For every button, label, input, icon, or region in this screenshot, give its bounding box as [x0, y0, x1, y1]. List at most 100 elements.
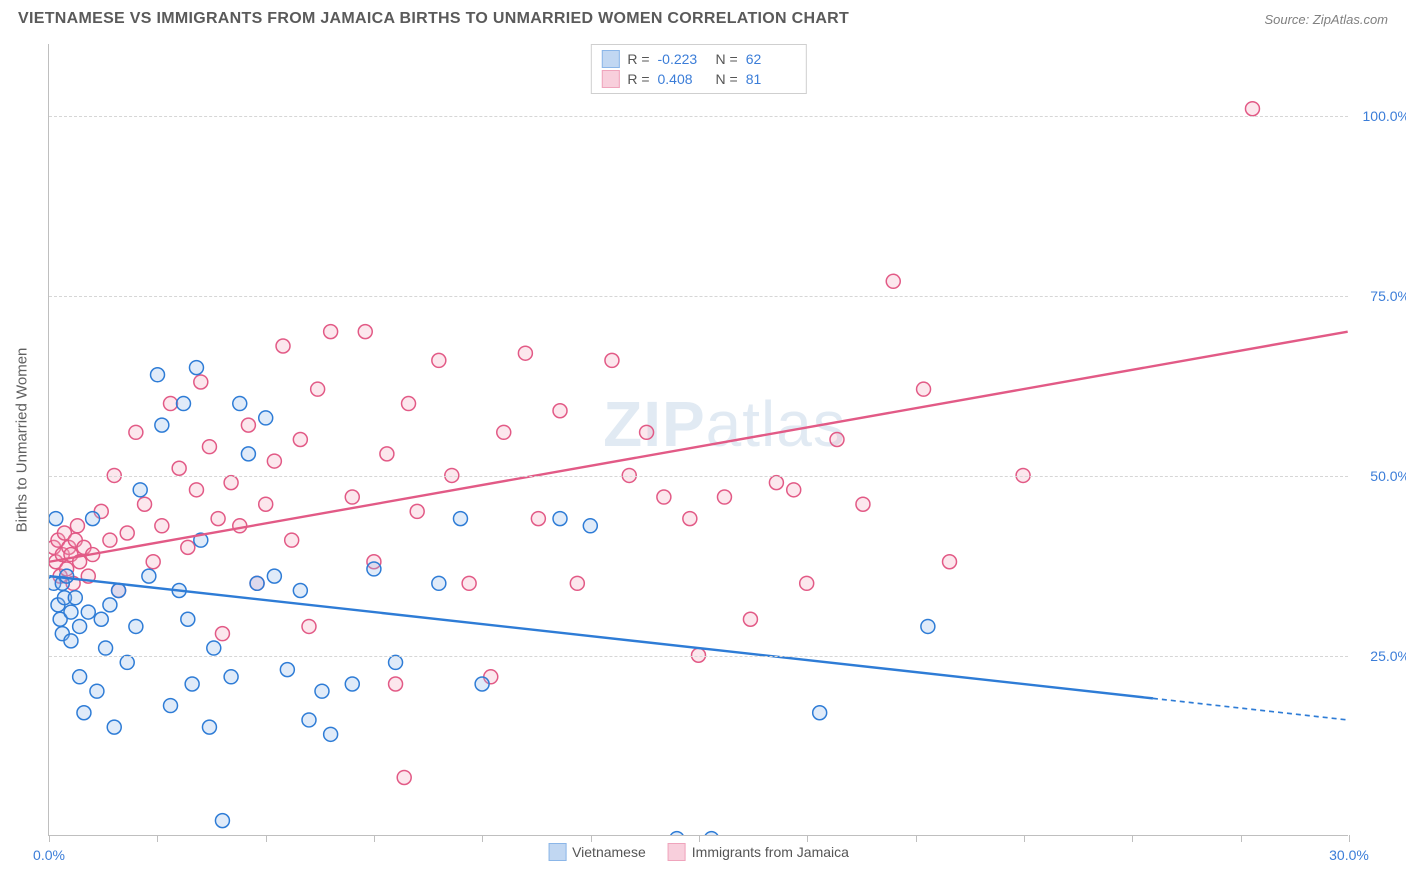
data-point	[484, 670, 498, 684]
data-point	[943, 555, 957, 569]
data-point	[90, 684, 104, 698]
data-point	[57, 526, 71, 540]
x-tick-label: 0.0%	[33, 847, 65, 863]
data-point	[640, 425, 654, 439]
gridline	[49, 476, 1348, 477]
data-point	[224, 476, 238, 490]
data-point	[259, 411, 273, 425]
data-point	[345, 677, 359, 691]
data-point	[70, 519, 84, 533]
legend-r-value: 0.408	[658, 71, 708, 87]
data-point	[176, 397, 190, 411]
data-point	[389, 655, 403, 669]
data-point	[367, 562, 381, 576]
data-point	[172, 584, 186, 598]
x-tick	[699, 835, 700, 842]
data-point	[324, 325, 338, 339]
data-point	[81, 605, 95, 619]
data-point	[769, 476, 783, 490]
data-point	[155, 519, 169, 533]
legend-swatch	[601, 70, 619, 88]
legend-correlation-row: R =-0.223N =62	[601, 49, 795, 69]
data-point	[73, 670, 87, 684]
data-point	[410, 504, 424, 518]
legend-n-value: 81	[746, 71, 796, 87]
data-point	[142, 569, 156, 583]
gridline	[49, 296, 1348, 297]
legend-correlation-row: R = 0.408 N = 81	[601, 69, 795, 89]
data-point	[345, 490, 359, 504]
data-point	[107, 720, 121, 734]
gridline	[49, 116, 1348, 117]
data-point	[57, 591, 71, 605]
data-point	[917, 382, 931, 396]
legend-r-label: R =	[627, 51, 649, 67]
data-point	[293, 584, 307, 598]
chart-container: VIETNAMESE VS IMMIGRANTS FROM JAMAICA BI…	[0, 0, 1406, 892]
data-point	[276, 339, 290, 353]
data-point	[475, 677, 489, 691]
data-point	[94, 612, 108, 626]
data-point	[553, 404, 567, 418]
data-point	[432, 353, 446, 367]
data-point	[1245, 102, 1259, 116]
legend-n-label: N =	[716, 71, 738, 87]
data-point	[293, 433, 307, 447]
data-point	[553, 512, 567, 526]
data-point	[315, 684, 329, 698]
data-point	[129, 425, 143, 439]
legend-n-value: 62	[746, 51, 796, 67]
data-point	[497, 425, 511, 439]
data-point	[49, 555, 63, 569]
source-label: Source: ZipAtlas.com	[1264, 12, 1388, 27]
data-point	[55, 576, 69, 590]
data-point	[856, 497, 870, 511]
data-point	[189, 483, 203, 497]
data-point	[64, 548, 78, 562]
data-point	[207, 641, 221, 655]
data-point	[194, 375, 208, 389]
data-point	[743, 612, 757, 626]
y-tick-label: 25.0%	[1370, 648, 1406, 664]
legend-r-value: -0.223	[658, 51, 708, 67]
data-point	[155, 418, 169, 432]
data-point	[64, 634, 78, 648]
data-point	[380, 447, 394, 461]
x-tick	[1349, 835, 1350, 842]
data-point	[233, 397, 247, 411]
data-point	[68, 591, 82, 605]
data-point	[49, 512, 63, 526]
data-point	[189, 361, 203, 375]
data-point	[683, 512, 697, 526]
data-point	[99, 641, 113, 655]
legend-series-label: Vietnamese	[572, 844, 646, 860]
x-tick	[49, 835, 50, 842]
data-point	[112, 584, 126, 598]
legend-swatch	[668, 843, 686, 861]
data-point	[202, 720, 216, 734]
data-point	[181, 612, 195, 626]
data-point	[358, 325, 372, 339]
data-point	[311, 382, 325, 396]
trend-line-dashed	[1153, 698, 1348, 720]
data-point	[267, 454, 281, 468]
data-point	[813, 706, 827, 720]
trend-line	[49, 332, 1347, 562]
data-point	[367, 555, 381, 569]
y-tick-label: 50.0%	[1370, 468, 1406, 484]
scatter-svg	[49, 44, 1348, 835]
legend-series-item: Vietnamese	[548, 843, 646, 861]
data-point	[77, 706, 91, 720]
data-point	[86, 512, 100, 526]
title-bar: VIETNAMESE VS IMMIGRANTS FROM JAMAICA BI…	[0, 0, 1406, 34]
data-point	[51, 598, 65, 612]
data-point	[432, 576, 446, 590]
legend-r-label: R =	[627, 71, 649, 87]
data-point	[267, 569, 281, 583]
data-point	[302, 619, 316, 633]
x-tick	[374, 835, 375, 842]
data-point	[583, 519, 597, 533]
watermark: ZIPatlas	[603, 387, 846, 461]
data-point	[60, 562, 74, 576]
data-point	[453, 512, 467, 526]
